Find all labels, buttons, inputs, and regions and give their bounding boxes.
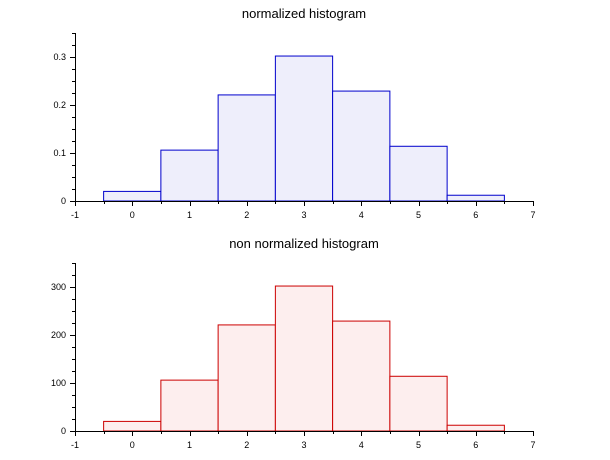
chart-title: normalized histogram [242,6,366,21]
histogram-bar [332,320,391,432]
histogram-bar [332,90,391,202]
histogram-bar [389,375,448,432]
x-tick-label: 0 [130,210,135,220]
x-tick-label: 6 [473,210,478,220]
y-tick-label: 0 [61,196,66,206]
y-tick-label: 0.1 [53,148,66,158]
y-tick-label: 0.3 [53,52,66,62]
x-tick-label: 6 [473,440,478,450]
x-tick-label: 7 [530,210,535,220]
histogram-bar [160,379,219,432]
x-tick-label: 0 [130,440,135,450]
x-tick-label: 5 [416,440,421,450]
histogram-bar [103,420,162,432]
histogram-bar [217,324,276,432]
chart-title: non normalized histogram [229,236,379,251]
x-tick-label: -1 [71,210,79,220]
histogram-bar [160,149,219,202]
x-tick-label: -1 [71,440,79,450]
x-tick-label: 1 [187,210,192,220]
y-tick-label: 100 [51,378,66,388]
histogram-bar [217,94,276,202]
y-tick-label: 0.2 [53,100,66,110]
x-tick-label: 4 [359,210,364,220]
x-tick-label: 1 [187,440,192,450]
histogram-bar [446,424,505,432]
x-tick-label: 3 [301,210,306,220]
normalized-histogram-panel: normalized histogram -1 0 1 2 3 4 5 6 7 0 0.1 0.2 0.… [53,6,535,220]
x-tick-label: 2 [244,210,249,220]
histogram-bar [389,145,448,202]
y-tick-label: 200 [51,330,66,340]
histogram-bar [274,285,334,432]
y-tick-label: 0 [61,426,66,436]
x-tick-label: 2 [244,440,249,450]
histogram-bar [446,194,505,202]
histogram-bar [274,55,334,202]
x-tick-label: 4 [359,440,364,450]
non-normalized-histogram-panel: non normalized histogram -1 0 1 2 3 4 5 6 7 0 100 2… [51,236,536,450]
x-tick-label: 7 [530,440,535,450]
histogram-bar [103,190,162,202]
x-tick-label: 3 [301,440,306,450]
x-tick-label: 5 [416,210,421,220]
y-tick-label: 300 [51,282,66,292]
